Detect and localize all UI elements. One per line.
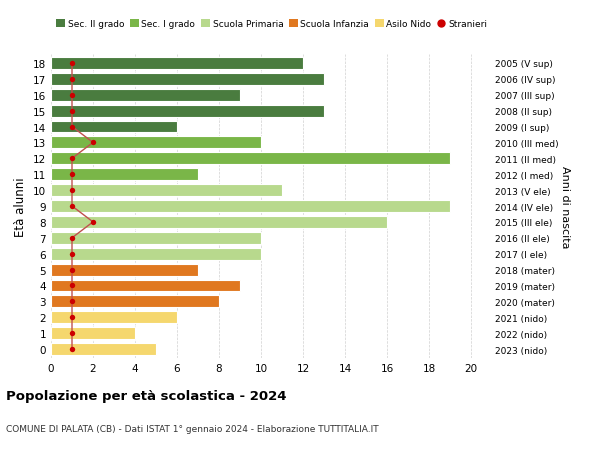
Bar: [51, 327, 135, 339]
Bar: [51, 201, 450, 213]
Bar: [51, 264, 198, 276]
Point: [67, 235, 77, 242]
Point: [67, 123, 77, 131]
Bar: [51, 106, 324, 118]
Bar: [51, 232, 261, 244]
Y-axis label: Età alunni: Età alunni: [14, 177, 28, 236]
Point: [67, 330, 77, 337]
Legend: Sec. II grado, Sec. I grado, Scuola Primaria, Scuola Infanzia, Asilo Nido, Stran: Sec. II grado, Sec. I grado, Scuola Prim…: [56, 20, 487, 29]
Point: [67, 314, 77, 321]
Bar: [51, 185, 282, 196]
Text: COMUNE DI PALATA (CB) - Dati ISTAT 1° gennaio 2024 - Elaborazione TUTTITALIA.IT: COMUNE DI PALATA (CB) - Dati ISTAT 1° ge…: [6, 425, 379, 433]
Point: [67, 155, 77, 162]
Text: Popolazione per età scolastica - 2024: Popolazione per età scolastica - 2024: [6, 389, 287, 403]
Bar: [51, 74, 324, 86]
Bar: [51, 248, 261, 260]
Point: [67, 187, 77, 194]
Bar: [51, 312, 177, 324]
Point: [88, 140, 98, 147]
Point: [88, 219, 98, 226]
Bar: [51, 90, 240, 101]
Point: [67, 92, 77, 99]
Bar: [51, 217, 387, 229]
Y-axis label: Anni di nascita: Anni di nascita: [560, 165, 569, 248]
Point: [67, 266, 77, 274]
Bar: [51, 58, 303, 70]
Bar: [51, 137, 261, 149]
Point: [67, 346, 77, 353]
Point: [67, 203, 77, 210]
Point: [67, 251, 77, 258]
Bar: [51, 121, 177, 133]
Point: [67, 282, 77, 290]
Bar: [51, 153, 450, 165]
Bar: [51, 280, 240, 292]
Bar: [51, 296, 219, 308]
Bar: [51, 343, 156, 355]
Point: [67, 171, 77, 179]
Bar: [51, 169, 198, 181]
Point: [67, 108, 77, 115]
Point: [67, 76, 77, 84]
Point: [67, 60, 77, 67]
Point: [67, 298, 77, 305]
